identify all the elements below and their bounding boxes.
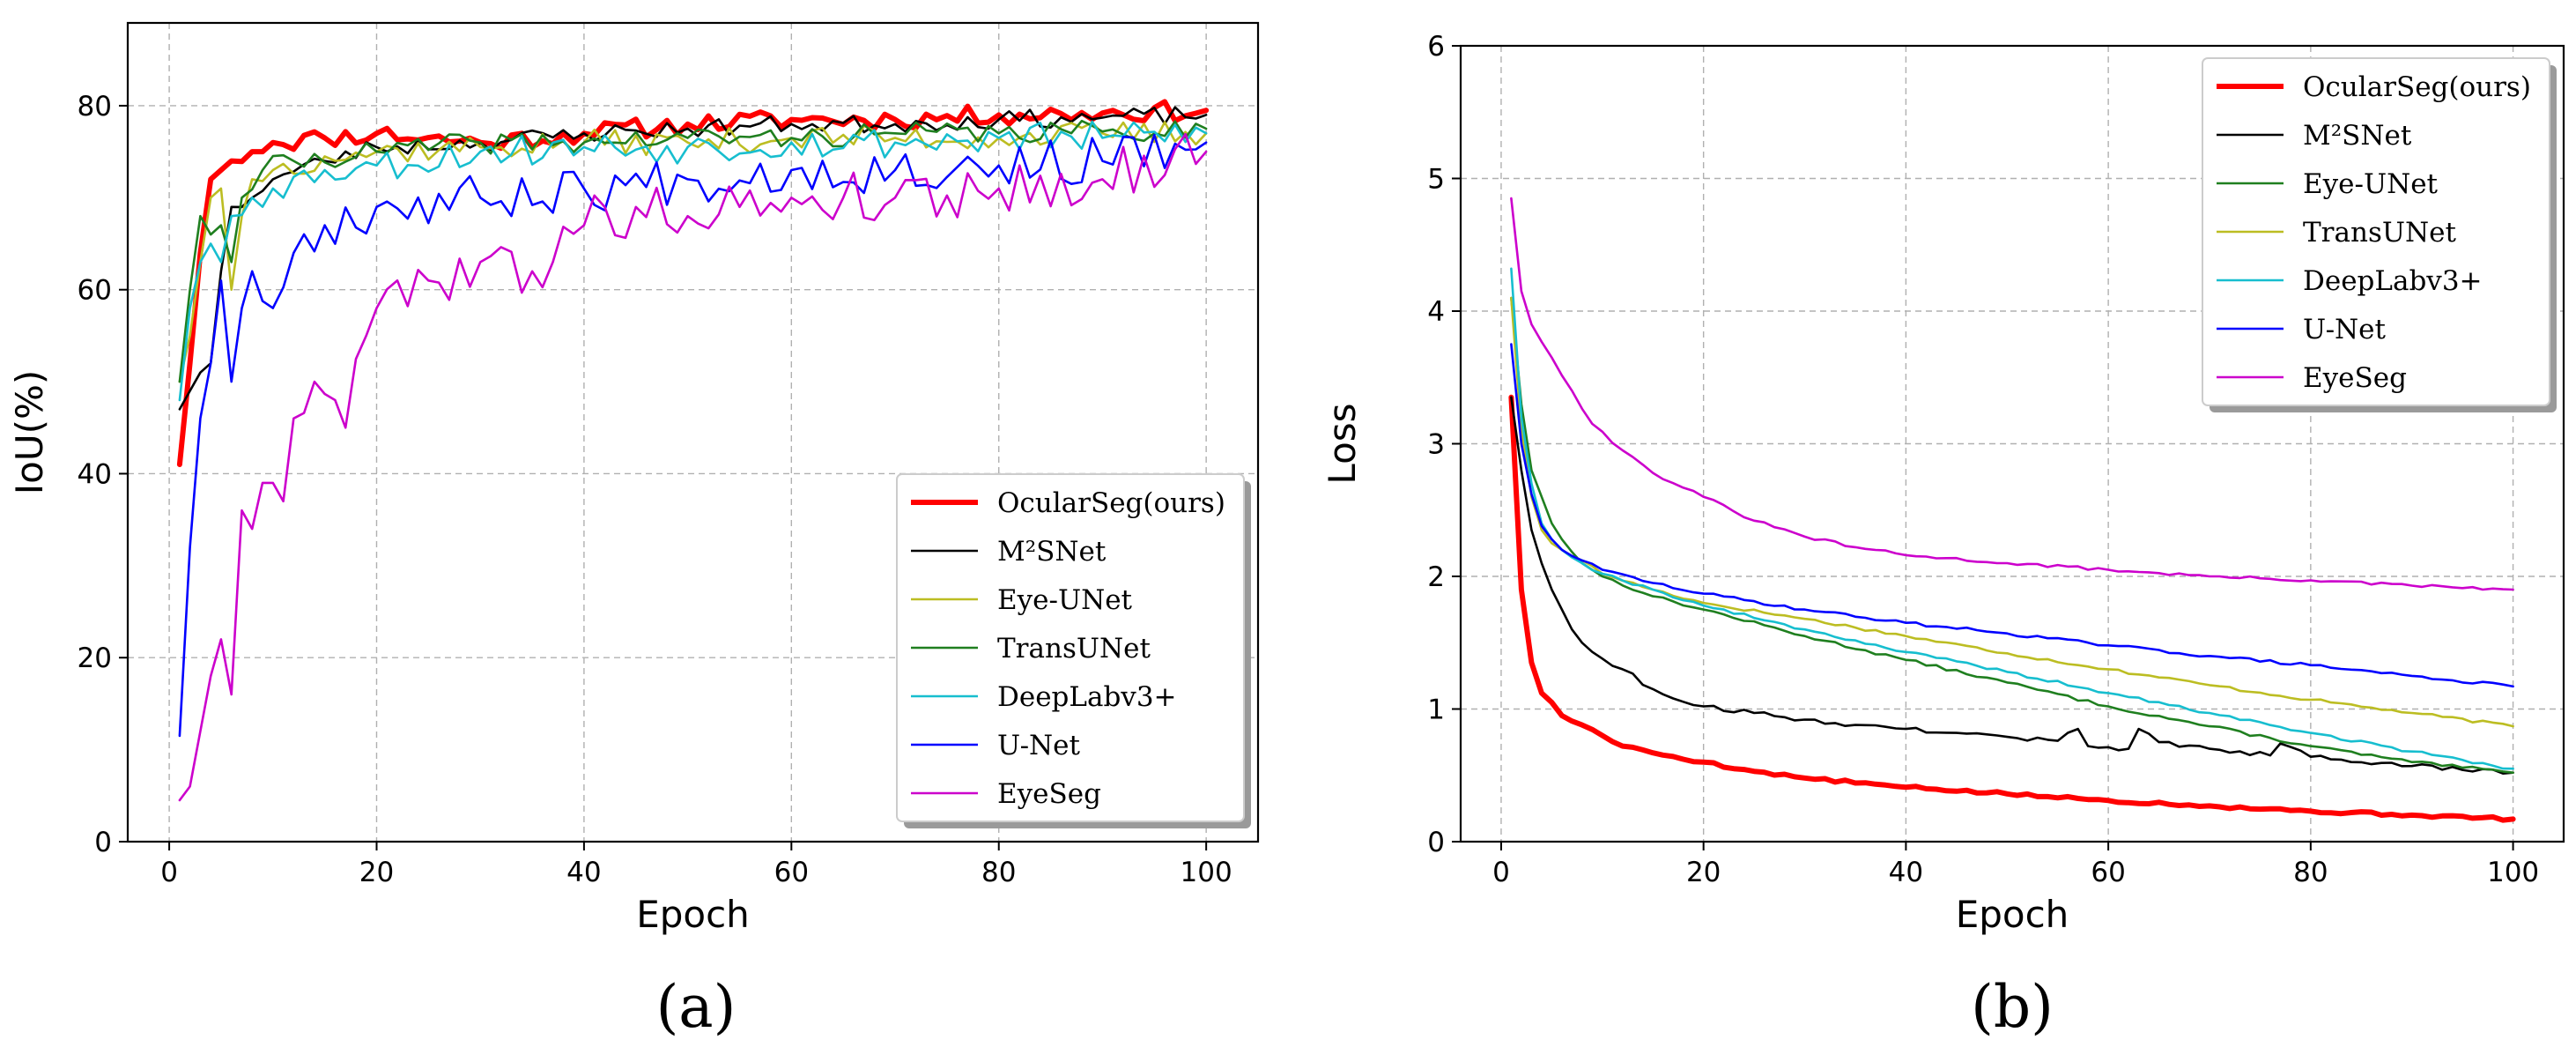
x-tick-label: 40 <box>1889 857 1923 888</box>
x-tick-label: 80 <box>981 857 1016 888</box>
legend-entry: EyeSeg <box>997 778 1101 810</box>
legend-entry: Eye-UNet <box>997 584 1133 616</box>
series-line-iou-6 <box>178 132 1208 802</box>
legend-box <box>896 473 1245 822</box>
series-line-loss-1 <box>1510 396 2514 775</box>
series-line-loss-5 <box>1510 343 2514 688</box>
series-line-iou-1 <box>178 106 1208 411</box>
y-tick-label: 0 <box>1427 827 1445 858</box>
chart-iou: 0 20 40 60 80 100 0 20 40 60 80 Epoch IoU(%) (a) Ocula… <box>8 21 1260 1041</box>
y-tick-label: 4 <box>1427 296 1445 328</box>
plot-frame <box>126 21 1260 843</box>
legend-entry: U-Net <box>997 730 1081 761</box>
y-tick-label: 20 <box>78 642 112 674</box>
series-line-loss-0 <box>1508 394 2516 823</box>
x-tick-label: 0 <box>160 857 178 888</box>
x-tick-label: 40 <box>566 857 601 888</box>
series-line-iou-3 <box>178 119 1208 383</box>
x-axis-label: Epoch <box>636 893 750 936</box>
legend-entry: Eye-UNet <box>2303 168 2439 200</box>
y-axis-label: Loss <box>1321 403 1364 484</box>
panel-label: (b) <box>1971 973 2054 1041</box>
chart-loss: 0 20 40 60 80 100 0 1 2 3 4 5 6 Epoch Loss (b) OcularSeg… <box>1321 31 2565 1041</box>
x-axis-label: Epoch <box>1956 893 2069 936</box>
y-tick-label: 5 <box>1427 164 1445 196</box>
x-tick-label: 60 <box>774 857 809 888</box>
legend-entry: TransUNet <box>2303 217 2456 249</box>
x-tick-label: 100 <box>1181 857 1232 888</box>
legend-entry: OcularSeg(ours) <box>2303 71 2531 103</box>
y-axis-label: IoU(%) <box>8 370 51 495</box>
y-tick-label: 60 <box>78 275 112 307</box>
legend-entry: TransUNet <box>997 633 1151 665</box>
legend-entry: OcularSeg(ours) <box>997 487 1225 519</box>
series-line-loss-3 <box>1510 296 2514 728</box>
series-line-iou-5 <box>178 133 1208 738</box>
y-tick-label: 40 <box>78 458 112 490</box>
x-tick-label: 0 <box>1492 857 1510 888</box>
x-tick-label: 20 <box>359 857 394 888</box>
y-tick-label: 2 <box>1427 561 1445 593</box>
legend-entry: DeepLabv3+ <box>997 681 1177 713</box>
series-line-iou-4 <box>178 120 1208 402</box>
y-tick-label: 6 <box>1427 31 1445 63</box>
legend: OcularSeg(ours) M²SNet Eye-UNet TransUNet De… <box>2202 57 2557 412</box>
x-tick-label: 60 <box>2091 857 2125 888</box>
legend: OcularSeg(ours) M²SNet Eye-UNet TransUNet De… <box>896 473 1251 828</box>
y-tick-label: 1 <box>1427 694 1445 726</box>
legend-box <box>2202 57 2550 406</box>
series-line-loss-6 <box>1510 197 2514 591</box>
series-line-iou-2 <box>178 121 1208 383</box>
x-tick-label: 20 <box>1686 857 1721 888</box>
x-tick-label: 80 <box>2293 857 2328 888</box>
x-tick-label: 100 <box>2487 857 2539 888</box>
panel-label: (a) <box>656 973 737 1041</box>
series-line-loss-2 <box>1510 296 2514 774</box>
series-line-loss-4 <box>1510 267 2514 770</box>
legend-entry: EyeSeg <box>2303 362 2407 394</box>
series-line-iou-0 <box>176 99 1210 467</box>
y-tick-label: 80 <box>78 91 112 123</box>
legend-entry: DeepLabv3+ <box>2303 265 2483 297</box>
y-tick-label: 3 <box>1427 429 1445 461</box>
y-tick-label: 0 <box>94 827 112 858</box>
legend-entry: M²SNet <box>997 536 1107 568</box>
legend-entry: M²SNet <box>2303 120 2412 152</box>
legend-entry: U-Net <box>2303 314 2387 345</box>
